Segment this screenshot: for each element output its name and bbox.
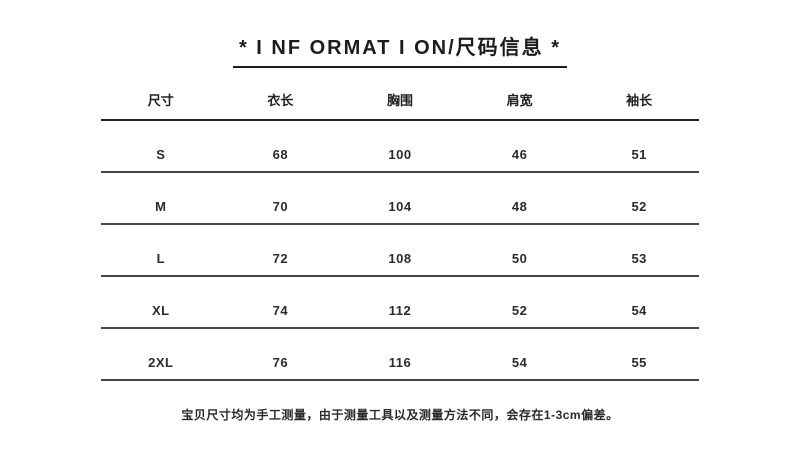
size-cell: S — [101, 120, 221, 173]
value-cell: 76 — [220, 328, 341, 381]
value-cell: 51 — [579, 120, 699, 173]
value-cell: 100 — [340, 120, 460, 173]
value-cell: 72 — [220, 224, 341, 277]
value-cell: 116 — [340, 328, 460, 381]
size-cell: L — [101, 224, 221, 277]
value-cell: 108 — [340, 224, 460, 277]
size-table: 尺寸 衣长 胸围 肩宽 袖长 S 68 100 46 51 M 70 104 48 52 L 72 108 50 5… — [101, 68, 699, 381]
column-header: 肩宽 — [459, 68, 580, 121]
size-cell: M — [101, 172, 221, 225]
column-header: 胸围 — [340, 68, 460, 121]
value-cell: 53 — [579, 224, 699, 277]
value-cell: 74 — [220, 276, 341, 329]
value-cell: 55 — [579, 328, 699, 381]
value-cell: 48 — [459, 172, 580, 225]
page-title: * I NF ORMAT I ON/尺码信息 * — [232, 36, 568, 68]
size-cell: XL — [101, 276, 221, 329]
column-header: 衣长 — [220, 68, 341, 121]
value-cell: 54 — [459, 328, 580, 381]
value-cell: 104 — [340, 172, 460, 225]
table-row: 2XL 76 116 54 55 — [101, 328, 699, 381]
size-table-head: 尺寸 衣长 胸围 肩宽 袖长 — [101, 68, 699, 121]
value-cell: 112 — [340, 276, 460, 329]
header-row: 尺寸 衣长 胸围 肩宽 袖长 — [101, 68, 699, 121]
title-wrap: * I NF ORMAT I ON/尺码信息 * — [0, 36, 800, 68]
table-row: M 70 104 48 52 — [101, 172, 699, 225]
measurement-note: 宝贝尺寸均为手工测量，由于测量工具以及测量方法不同，会存在1-3cm偏差。 — [181, 408, 619, 422]
value-cell: 46 — [459, 120, 580, 173]
value-cell: 70 — [220, 172, 341, 225]
value-cell: 52 — [459, 276, 580, 329]
value-cell: 54 — [579, 276, 699, 329]
table-row: XL 74 112 52 54 — [101, 276, 699, 329]
value-cell: 52 — [579, 172, 699, 225]
value-cell: 50 — [459, 224, 580, 277]
table-row: S 68 100 46 51 — [101, 120, 699, 173]
size-cell: 2XL — [101, 328, 221, 381]
column-header: 袖长 — [579, 68, 699, 121]
column-header: 尺寸 — [101, 68, 221, 121]
size-table-body: S 68 100 46 51 M 70 104 48 52 L 72 108 50 53 XL 74 112 52 5… — [101, 120, 699, 381]
table-row: L 72 108 50 53 — [101, 224, 699, 277]
value-cell: 68 — [220, 120, 341, 173]
